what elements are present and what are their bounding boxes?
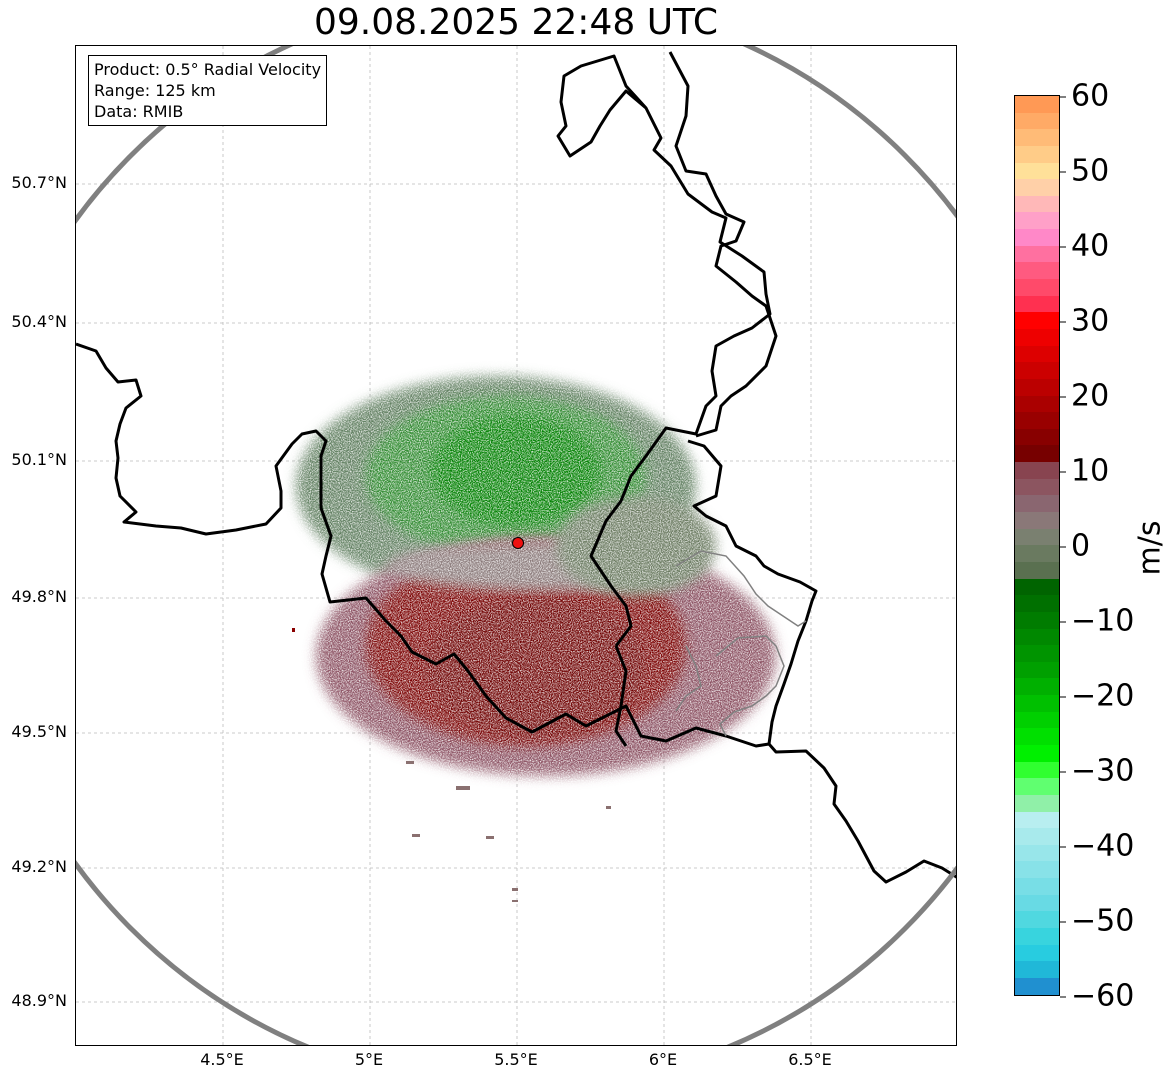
colorbar-segment	[1015, 345, 1059, 363]
colorbar-segment	[1015, 744, 1059, 762]
colorbar-segment	[1015, 112, 1059, 130]
colorbar-segment	[1015, 328, 1059, 346]
colorbar-segment	[1015, 794, 1059, 812]
colorbar-segment	[1015, 928, 1059, 945]
lon-label: 4.5°E	[200, 1050, 244, 1069]
colorbar-segment	[1015, 412, 1059, 429]
lat-label: 49.5°N	[11, 722, 67, 741]
colorbar-segment	[1015, 378, 1059, 396]
lon-label: 5.5°E	[494, 1050, 538, 1069]
colorbar-segment	[1015, 495, 1059, 513]
colorbar-segment	[1015, 145, 1059, 163]
colorbar-segment	[1015, 395, 1059, 413]
colorbar-segment	[1015, 561, 1059, 579]
radar-map-canvas	[76, 46, 956, 1045]
info-source: Data: RMIB	[94, 102, 184, 121]
radar-map[interactable]	[75, 45, 957, 1046]
colorbar-segment	[1015, 611, 1059, 629]
lat-label: 49.2°N	[11, 857, 67, 876]
lat-label: 48.9°N	[11, 991, 67, 1010]
colorbar-segment	[1015, 279, 1059, 296]
lon-label: 6°E	[648, 1050, 678, 1069]
colorbar-segment	[1015, 528, 1059, 546]
colorbar-segment	[1015, 828, 1059, 845]
colorbar-segment	[1015, 478, 1059, 496]
colorbar-segment	[1015, 179, 1059, 196]
stray-echoes	[292, 628, 611, 902]
colorbar-segment	[1015, 229, 1059, 246]
colorbar-segment	[1015, 312, 1059, 329]
colorbar-segment	[1015, 944, 1059, 962]
lat-label: 50.1°N	[11, 450, 67, 469]
colorbar-segment	[1015, 661, 1059, 679]
radar-site-marker	[512, 537, 524, 549]
lat-label: 49.8°N	[11, 587, 67, 606]
colorbar-segment	[1015, 512, 1059, 529]
colorbar-tick-label: 50	[1060, 154, 1109, 189]
colorbar-segment	[1015, 811, 1059, 829]
colorbar-segment	[1015, 778, 1059, 795]
colorbar-segment	[1015, 578, 1059, 596]
info-box: Product: 0.5° Radial Velocity Range: 125…	[88, 55, 328, 126]
colorbar-tick-label: 10	[1060, 454, 1109, 489]
map-title: 09.08.2025 22:48 UTC	[313, 2, 719, 43]
colorbar-tick-label: 60	[1060, 79, 1109, 114]
lat-label: 50.7°N	[11, 173, 67, 192]
colorbar-segment	[1015, 628, 1059, 646]
colorbar-segment	[1015, 195, 1059, 213]
colorbar-segment	[1015, 295, 1059, 313]
velocity-echoes	[296, 376, 776, 776]
colorbar-segment	[1015, 445, 1059, 463]
colorbar	[1014, 95, 1060, 996]
colorbar-segment	[1015, 245, 1059, 263]
colorbar-segment	[1015, 262, 1059, 280]
colorbar-segment	[1015, 129, 1059, 146]
colorbar-segment	[1015, 678, 1059, 696]
colorbar-tick-label: 30	[1060, 304, 1109, 339]
info-product: Product: 0.5° Radial Velocity	[94, 60, 322, 79]
colorbar-segment	[1015, 844, 1059, 862]
colorbar-segment	[1015, 728, 1059, 745]
colorbar-tick-label: −50	[1060, 904, 1134, 939]
borders	[76, 51, 956, 884]
colorbar-segment	[1015, 362, 1059, 379]
colorbar-segment	[1015, 96, 1059, 113]
colorbar-tick-label: −10	[1060, 604, 1134, 639]
colorbar-segment	[1015, 761, 1059, 779]
info-range: Range: 125 km	[94, 81, 216, 100]
colorbar-segment	[1015, 977, 1059, 995]
colorbar-tick-label: −30	[1060, 754, 1134, 789]
colorbar-tick-label: 40	[1060, 229, 1109, 264]
colorbar-segment	[1015, 878, 1059, 895]
colorbar-tick-label: 20	[1060, 379, 1109, 414]
colorbar-segment	[1015, 428, 1059, 446]
colorbar-segment	[1015, 695, 1059, 712]
colorbar-segment	[1015, 595, 1059, 612]
colorbar-segment	[1015, 462, 1059, 479]
colorbar-segment	[1015, 861, 1059, 879]
colorbar-tick-label: 0	[1060, 529, 1090, 564]
colorbar-segment	[1015, 894, 1059, 912]
lon-label: 5°E	[354, 1050, 384, 1069]
colorbar-tick-label: −60	[1060, 979, 1134, 1014]
colorbar-segment	[1015, 961, 1059, 978]
colorbar-segment	[1015, 645, 1059, 662]
colorbar-segment	[1015, 212, 1059, 230]
colorbar-segment	[1015, 545, 1059, 562]
regional-borders	[675, 550, 807, 737]
colorbar-segment	[1015, 162, 1059, 180]
colorbar-segment	[1015, 711, 1059, 729]
colorbar-tick-label: −20	[1060, 679, 1134, 714]
colorbar-tick-label: −40	[1060, 829, 1134, 864]
lat-label: 50.4°N	[11, 312, 67, 331]
colorbar-segment	[1015, 911, 1059, 929]
colorbar-label: m/s	[1132, 520, 1168, 576]
lon-label: 6.5°E	[788, 1050, 832, 1069]
